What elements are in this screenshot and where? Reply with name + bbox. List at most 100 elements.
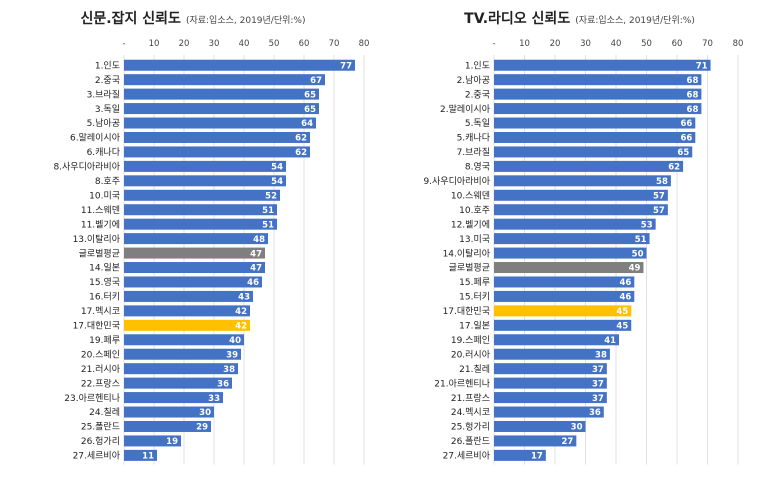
- bar: [494, 420, 586, 432]
- bar: [124, 392, 223, 404]
- bar: [124, 377, 232, 389]
- press-chart-title-text: 신문.잡지 신뢰도: [80, 11, 181, 27]
- bar: [124, 117, 316, 129]
- data-label: 58: [656, 177, 668, 187]
- x-tick-label: 10: [149, 39, 160, 49]
- data-label: 11: [142, 452, 154, 462]
- data-label: 54: [271, 163, 283, 173]
- bar: [124, 233, 268, 245]
- category-label: 10.스웨덴: [451, 189, 490, 201]
- data-label: 46: [247, 278, 259, 288]
- category-label: 13.미국: [459, 234, 490, 245]
- bar: [494, 392, 607, 404]
- category-label: 24.멕시코: [451, 407, 490, 418]
- x-tick-label: 30: [580, 39, 591, 49]
- category-label: 26.헝가리: [81, 436, 120, 447]
- x-tick-label: -: [122, 39, 125, 49]
- bar: [124, 319, 250, 331]
- category-label: 10.미국: [89, 190, 120, 201]
- bar: [494, 117, 696, 129]
- x-axis-ticks: - 10 20 30 40 50 60 70 80: [492, 39, 743, 49]
- data-label: 57: [653, 191, 665, 201]
- category-label: 글로벌평균: [79, 248, 120, 259]
- category-label: 25.폴란드: [81, 421, 120, 433]
- x-axis-ticks: - 10 20 30 40 50 60 70 80: [122, 39, 369, 49]
- category-label: 17.멕시코: [81, 306, 120, 317]
- x-tick-label: 80: [359, 39, 370, 49]
- data-label: 62: [295, 148, 307, 158]
- bar: [494, 160, 684, 172]
- data-label: 27: [562, 437, 574, 447]
- bar: [124, 218, 277, 230]
- x-tick-label: 40: [611, 39, 622, 49]
- x-tick-label: -: [492, 39, 495, 49]
- bar: [124, 247, 265, 259]
- bar: [124, 449, 157, 461]
- data-label: 54: [271, 177, 283, 187]
- category-label: 8.사우디아라비아: [53, 162, 120, 173]
- bar: [124, 406, 214, 418]
- data-label: 57: [653, 206, 665, 216]
- data-label: 47: [250, 264, 262, 274]
- category-label: 21.러시아: [81, 364, 121, 375]
- x-tick-label: 80: [733, 39, 744, 49]
- x-tick-label: 20: [550, 39, 561, 49]
- press-trust-chart-panel: 신문.잡지 신뢰도 (자료:입소스, 2019년/단위:%) - 10 20 30 40…: [0, 0, 386, 477]
- bar: [124, 146, 310, 158]
- broadcast-trust-bar-chart: - 10 20 30 40 50 60 70 80 1.인도 71 2.남아공 68 2.중국 68 2.말레…: [423, 39, 743, 465]
- data-label: 64: [301, 119, 313, 129]
- data-label: 68: [687, 76, 699, 86]
- bar: [494, 103, 702, 115]
- x-tick-label: 60: [299, 39, 310, 49]
- x-tick-label: 20: [179, 39, 190, 49]
- bar: [494, 363, 607, 375]
- broadcast-chart-title: TV.라디오 신뢰도 (자료:입소스, 2019년/단위:%): [386, 8, 773, 28]
- press-trust-bar-chart: - 10 20 30 40 50 60 70 80 1.인도 77 2.중국 67 3.브라질 65 3.독일…: [53, 39, 369, 465]
- data-label: 49: [629, 264, 641, 274]
- category-label: 15.영국: [89, 277, 120, 288]
- bar: [494, 290, 635, 302]
- data-label: 41: [604, 336, 616, 346]
- data-label: 46: [619, 278, 631, 288]
- bar: [494, 146, 693, 158]
- bar: [494, 262, 644, 274]
- bar: [494, 218, 656, 230]
- data-label: 62: [295, 134, 307, 144]
- category-label: 25.헝가리: [451, 422, 490, 433]
- bar: [494, 435, 577, 447]
- bar: [494, 175, 671, 187]
- data-label: 43: [238, 293, 250, 303]
- bar: [124, 348, 241, 360]
- category-label: 8.영국: [465, 162, 490, 173]
- data-label: 50: [632, 249, 644, 259]
- category-label: 15.터키: [459, 292, 490, 303]
- category-label: 11.벨기에: [81, 219, 120, 230]
- category-label: 12.벨기에: [451, 219, 490, 230]
- category-label: 15.페루: [459, 277, 490, 288]
- data-label: 65: [304, 90, 316, 100]
- category-label: 2.중국: [465, 89, 490, 100]
- data-label: 68: [687, 105, 699, 115]
- category-label: 11.스웨덴: [81, 204, 120, 216]
- data-label: 40: [229, 336, 241, 346]
- category-label: 3.독일: [95, 104, 120, 115]
- x-tick-label: 50: [641, 39, 652, 49]
- data-label: 46: [619, 293, 631, 303]
- bars: 1.인도 71 2.남아공 68 2.중국 68 2.말레이시아 68 5.독일 66 5.캐나다 6…: [423, 59, 711, 462]
- data-label: 45: [616, 307, 628, 317]
- x-tick-label: 70: [329, 39, 340, 49]
- category-label: 24.칠레: [89, 407, 120, 418]
- data-label: 45: [616, 322, 628, 332]
- data-label: 66: [680, 119, 692, 129]
- category-label: 9.사우디아라비아: [423, 176, 490, 187]
- bar: [124, 204, 277, 216]
- category-label: 3.브라질: [87, 88, 120, 100]
- data-label: 30: [199, 408, 211, 418]
- category-label: 8.호주: [95, 176, 120, 187]
- category-label: 20.러시아: [451, 349, 491, 360]
- category-label: 27.세르비아: [443, 451, 491, 462]
- category-label: 글로벌평균: [449, 263, 490, 274]
- category-label: 27.세르비아: [73, 451, 121, 462]
- broadcast-chart-subtitle: (자료:입소스, 2019년/단위:%): [575, 16, 695, 26]
- x-tick-label: 10: [519, 39, 530, 49]
